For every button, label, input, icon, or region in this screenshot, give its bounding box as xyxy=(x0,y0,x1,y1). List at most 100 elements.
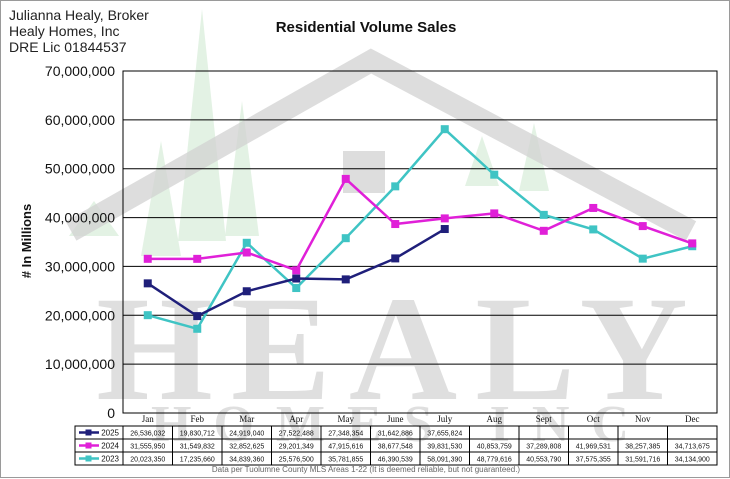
plot-border xyxy=(122,70,718,414)
broker-name: Julianna Healy, Broker xyxy=(9,7,149,23)
category-label: Sept xyxy=(536,414,553,424)
y-tick-label: 40,000,000 xyxy=(45,210,115,226)
legend-marker-2025 xyxy=(85,429,92,436)
data-point-2023 xyxy=(589,225,598,234)
watermark-word: HEALY xyxy=(96,266,706,432)
series-line-2023 xyxy=(147,127,693,331)
y-tick-label: 50,000,000 xyxy=(45,161,115,177)
data-table: Jan Feb Mar Apr May June July Aug Sept Oct Nov Dec 2… xyxy=(74,414,718,466)
table-cell-value: 32,852,625 xyxy=(229,444,264,451)
data-point-2025 xyxy=(242,287,251,296)
table-cell-value: 31,549,832 xyxy=(180,444,215,451)
table-cell-value: 58,091,390 xyxy=(427,457,462,464)
data-point-2024 xyxy=(193,254,202,263)
table-cell-value: 34,134,900 xyxy=(675,457,710,464)
data-point-2024 xyxy=(638,222,647,231)
table-cell-value: 24,919,040 xyxy=(229,431,264,438)
category-label: Apr xyxy=(289,414,303,424)
data-point-2023 xyxy=(440,125,449,134)
y-tick-label: 10,000,000 xyxy=(45,356,115,372)
table-cell-value: 37,655,824 xyxy=(427,431,462,438)
table-cell-value: 29,201,349 xyxy=(279,444,314,451)
legend-marker-2023 xyxy=(85,455,92,462)
data-point-2023 xyxy=(341,234,350,243)
watermark-tree xyxy=(178,9,226,241)
table-cell-value: 27,522,488 xyxy=(279,431,314,438)
category-label: Aug xyxy=(487,414,503,424)
legend-label-2024: 2024 xyxy=(101,442,119,451)
table-cell-value: 40,853,759 xyxy=(477,444,512,451)
y-tick-label: 0 xyxy=(107,405,115,421)
table-cell-value: 27,348,354 xyxy=(328,431,363,438)
data-point-2024 xyxy=(688,239,697,248)
category-label: Jan xyxy=(142,414,154,424)
data-point-2024 xyxy=(490,209,499,218)
table-cell-value: 38,677,548 xyxy=(378,444,413,451)
watermark-roof xyxy=(65,48,697,241)
data-point-2023 xyxy=(539,210,548,219)
table-cell-value: 31,555,950 xyxy=(130,444,165,451)
data-point-2024 xyxy=(242,248,251,257)
y-tick-label: 60,000,000 xyxy=(45,112,115,128)
category-label: Oct xyxy=(587,414,600,424)
table-cell-value: 34,839,360 xyxy=(229,457,264,464)
footnote: Data per Tuolumne County MLS Areas 1-22 … xyxy=(211,465,521,474)
table-cell-value: 26,536,032 xyxy=(130,431,165,438)
data-point-2023 xyxy=(391,182,400,191)
data-point-2023 xyxy=(143,311,152,320)
table-cell-value: 17,235,660 xyxy=(180,457,215,464)
data-point-2024 xyxy=(440,214,449,223)
company-name: Healy Homes, Inc xyxy=(9,23,120,39)
table-cell-value: 31,591,716 xyxy=(625,457,660,464)
table-cell-value: 47,915,616 xyxy=(328,444,363,451)
table-cell-value: 25,576,500 xyxy=(279,457,314,464)
watermark-window xyxy=(343,151,385,193)
data-point-2024 xyxy=(292,266,301,275)
data-point-2024 xyxy=(391,220,400,229)
data-point-2024 xyxy=(589,203,598,212)
category-label: Dec xyxy=(685,414,700,424)
grid xyxy=(122,70,718,414)
series-lines xyxy=(143,125,697,333)
data-point-2023 xyxy=(490,170,499,179)
series-line-2024 xyxy=(147,176,693,272)
category-label: May xyxy=(338,414,355,424)
legend-label-2023: 2023 xyxy=(101,455,119,464)
data-point-2023 xyxy=(242,238,251,247)
data-point-2025 xyxy=(193,312,202,321)
data-point-2024 xyxy=(341,174,350,183)
table-cell-value: 31,642,886 xyxy=(378,431,413,438)
table-cell-value: 20,023,350 xyxy=(130,457,165,464)
watermark-subword: HOMES INC xyxy=(151,396,651,453)
data-point-2025 xyxy=(341,275,350,284)
data-point-2024 xyxy=(539,226,548,235)
table-cell-value: 46,390,539 xyxy=(378,457,413,464)
data-point-2024 xyxy=(143,254,152,263)
data-point-2023 xyxy=(292,284,301,293)
data-point-2023 xyxy=(638,254,647,263)
data-point-2025 xyxy=(440,225,449,234)
data-point-2025 xyxy=(143,279,152,288)
category-label: Mar xyxy=(239,414,254,424)
data-point-2025 xyxy=(391,254,400,263)
legend-marker-2024 xyxy=(85,442,92,449)
category-label: Nov xyxy=(635,414,651,424)
category-label: July xyxy=(437,414,453,424)
y-tick-label: 20,000,000 xyxy=(45,307,115,323)
table-cell-value: 38,257,385 xyxy=(625,444,660,451)
license-number: DRE Lic 01844537 xyxy=(9,39,127,55)
table-cell-value: 41,969,531 xyxy=(576,444,611,451)
y-tick-label: 30,000,000 xyxy=(45,258,115,274)
table-cell-value: 35,781,855 xyxy=(328,457,363,464)
y-axis-label: # In Millions xyxy=(19,204,34,278)
table-cell-value: 48,779,616 xyxy=(477,457,512,464)
table-cell-value: 34,713,675 xyxy=(675,444,710,451)
table-cell-value: 39,831,530 xyxy=(427,444,462,451)
chart-title: Residential Volume Sales xyxy=(275,19,457,36)
category-label: Feb xyxy=(191,414,205,424)
table-cell-value: 40,553,790 xyxy=(526,457,561,464)
data-point-2025 xyxy=(292,274,301,283)
